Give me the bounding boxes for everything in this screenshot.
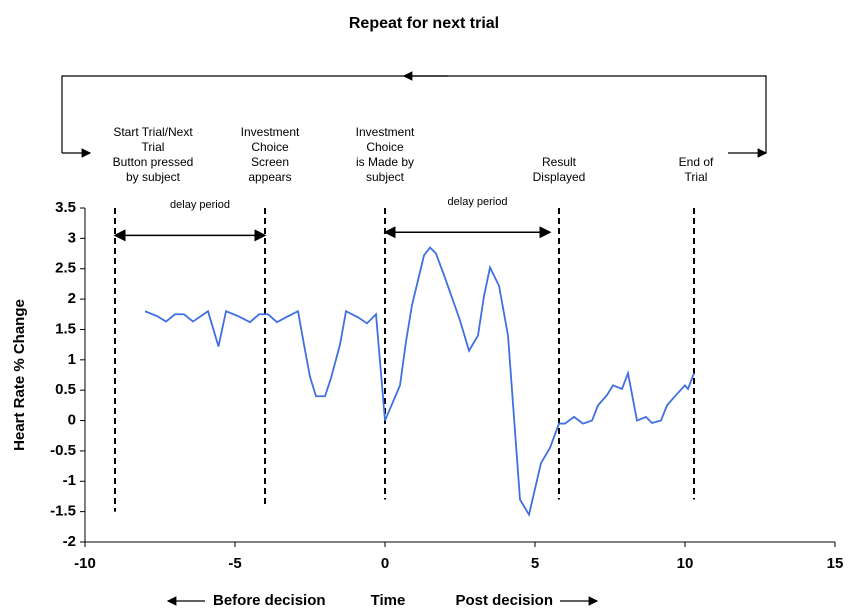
event-label: Investment — [241, 125, 300, 139]
y-tick-label: -0.5 — [50, 442, 76, 459]
delay-label: delay period — [448, 196, 508, 208]
event-label: Start Trial/Next — [113, 125, 193, 139]
x-tick-label: 5 — [531, 555, 539, 572]
event-label: appears — [248, 170, 291, 184]
x-tick-label: 10 — [677, 555, 694, 572]
event-label: Button pressed — [113, 155, 194, 169]
event-label: Trial — [685, 170, 708, 184]
x-label-left: Before decision — [213, 592, 326, 609]
y-tick-label: -1 — [63, 472, 76, 489]
x-tick-label: -5 — [228, 555, 241, 572]
data-line — [144, 246, 695, 518]
y-tick-label: 2.5 — [55, 260, 76, 277]
event-label: Result — [542, 155, 577, 169]
event-label: by subject — [126, 170, 181, 184]
delay-label: delay period — [170, 199, 230, 211]
x-tick-label: 0 — [381, 555, 389, 572]
event-label: Investment — [356, 125, 415, 139]
event-label: Choice — [251, 140, 289, 154]
x-label-right: Post decision — [455, 592, 553, 609]
y-tick-label: 2 — [68, 290, 76, 307]
y-tick-label: 0 — [68, 412, 76, 429]
event-label: Trial — [142, 140, 165, 154]
y-tick-label: -2 — [63, 533, 76, 550]
event-label: Screen — [251, 155, 289, 169]
loop-arrow — [61, 71, 768, 606]
y-tick-label: 0.5 — [55, 381, 76, 398]
y-tick-label: -1.5 — [50, 503, 76, 520]
x-tick-label: -10 — [74, 555, 96, 572]
y-tick-label: 3 — [68, 229, 76, 246]
y-tick-label: 1.5 — [55, 320, 76, 337]
y-tick-label: 1 — [68, 351, 76, 368]
event-label: Choice — [366, 140, 404, 154]
chart-title: Repeat for next trial — [349, 15, 499, 32]
event-label: Displayed — [533, 170, 586, 184]
x-label-mid: Time — [371, 592, 406, 609]
event-label: End of — [679, 155, 714, 169]
y-axis-label: Heart Rate % Change — [11, 299, 28, 451]
y-tick-label: 3.5 — [55, 199, 76, 216]
event-label: is Made by — [356, 155, 414, 169]
x-tick-label: 15 — [827, 555, 844, 572]
event-label: subject — [366, 170, 405, 184]
